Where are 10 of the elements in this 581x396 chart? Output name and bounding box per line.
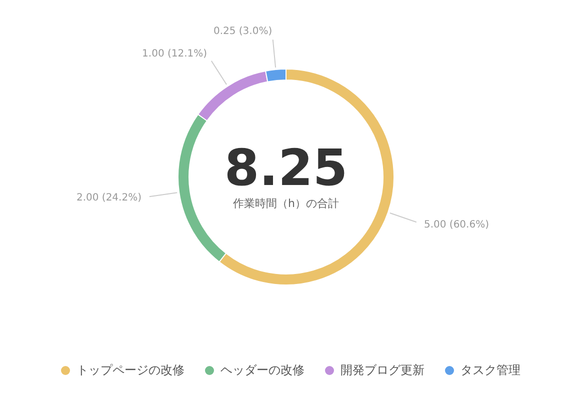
legend-label: ヘッダーの改修	[220, 362, 304, 379]
data-label: 0.25 (3.0%)	[213, 26, 272, 38]
data-label: 2.00 (24.2%)	[76, 192, 142, 204]
data-label: 5.00 (60.6%)	[424, 219, 490, 230]
legend-label: 開発ブログ更新	[340, 362, 424, 379]
data-label: 1.00 (12.1%)	[142, 48, 208, 60]
legend-label: トップページの改修	[76, 362, 184, 379]
text: 8.25	[223, 139, 349, 197]
legend-label: タスク管理	[460, 362, 520, 379]
text: 作業時間（h）の合計	[232, 196, 340, 211]
